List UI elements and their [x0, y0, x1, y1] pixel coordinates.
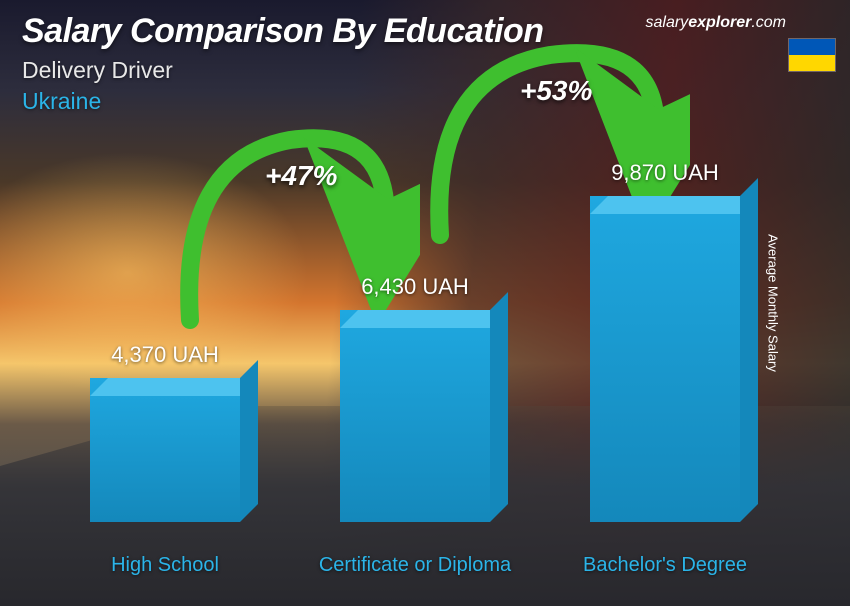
content: Salary Comparison By Education Delivery … — [0, 0, 850, 606]
flag-top — [789, 39, 835, 55]
flag-bottom — [789, 55, 835, 71]
bars-container: 4,370 UAH 6,430 UAH 9,870 UAH — [40, 140, 790, 522]
bar-top-face — [590, 196, 758, 214]
logo-prefix: salary — [646, 14, 689, 31]
bar-top-face — [90, 378, 258, 396]
country: Ukraine — [22, 88, 544, 115]
bar-label: Certificate or Diploma — [315, 553, 515, 578]
bar-chart: +47% +53% 4,370 UAH 6,430 UAH — [40, 140, 790, 578]
bar-3d — [90, 378, 240, 522]
bar-3d — [340, 310, 490, 522]
header: Salary Comparison By Education Delivery … — [22, 12, 544, 115]
logo-accent: explorer — [688, 14, 751, 31]
bar-value: 4,370 UAH — [111, 342, 219, 368]
bar-front-face — [90, 378, 240, 522]
bar-top-face — [340, 310, 508, 328]
bar-value: 9,870 UAH — [611, 160, 719, 186]
bar-side-face — [490, 292, 508, 522]
bar-side-face — [740, 178, 758, 522]
site-logo: salaryexplorer.com — [646, 14, 787, 32]
bar-certificate: 6,430 UAH — [315, 274, 515, 522]
country-flag-icon — [788, 38, 836, 72]
x-axis-labels: High School Certificate or Diploma Bache… — [40, 553, 790, 578]
bar-front-face — [590, 196, 740, 522]
bar-bachelor: 9,870 UAH — [565, 160, 765, 522]
bar-label: Bachelor's Degree — [565, 553, 765, 578]
bar-front-face — [340, 310, 490, 522]
increase-label-2: +53% — [520, 75, 592, 107]
bar-side-face — [240, 360, 258, 522]
page-title: Salary Comparison By Education — [22, 12, 544, 51]
bar-label: High School — [65, 553, 265, 578]
logo-suffix: .com — [751, 14, 786, 31]
bar-3d — [590, 196, 740, 522]
subtitle: Delivery Driver — [22, 57, 544, 84]
bar-high-school: 4,370 UAH — [65, 342, 265, 522]
bar-value: 6,430 UAH — [361, 274, 469, 300]
